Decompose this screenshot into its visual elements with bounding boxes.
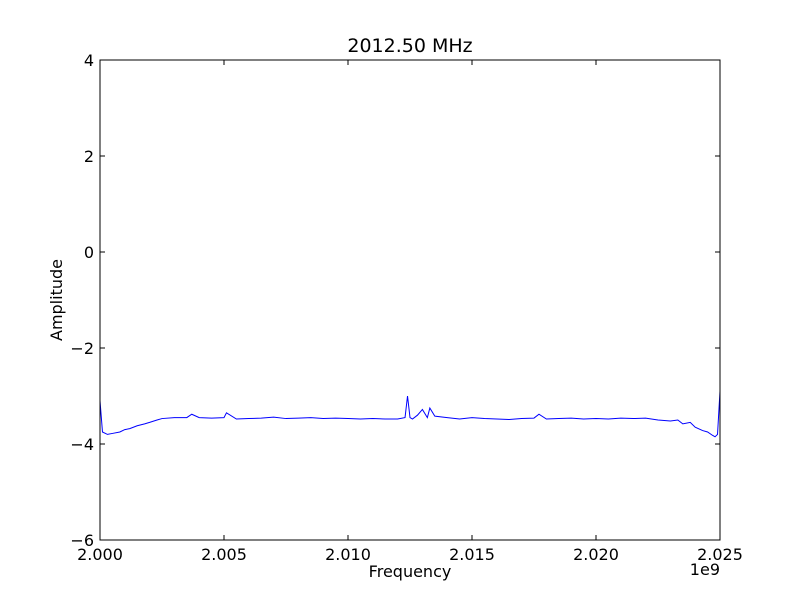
- x-tick-label: 2.005: [201, 545, 247, 564]
- plot-area: [100, 60, 720, 540]
- x-tick-label: 2.020: [573, 545, 619, 564]
- x-tick-label: 2.010: [325, 545, 371, 564]
- y-tick-label: 4: [84, 51, 94, 70]
- y-tick-label: −6: [70, 531, 94, 550]
- chart-title: 2012.50 MHz: [347, 35, 472, 57]
- x-axis-label: Frequency: [369, 562, 452, 581]
- plot-frame: [99, 59, 721, 541]
- y-tick-label: 0: [84, 243, 94, 262]
- series-line-0: [99, 391, 721, 438]
- y-tick-label: 2: [84, 147, 94, 166]
- x-axis: 2.000 2.005 2.010 2.015 2.020 2.025: [77, 60, 743, 564]
- series-layer: [99, 391, 721, 438]
- y-tick-label: −2: [70, 339, 94, 358]
- y-axis: −6 −4 −2 0 2 4: [70, 51, 720, 550]
- x-tick-label: 2.015: [449, 545, 495, 564]
- x-tick-label: 2.000: [77, 545, 123, 564]
- x-tick-label: 2.025: [697, 545, 743, 564]
- x-axis-offset-label: 1e9: [690, 560, 720, 579]
- y-axis-label: Amplitude: [47, 259, 66, 341]
- y-tick-label: −4: [70, 435, 94, 454]
